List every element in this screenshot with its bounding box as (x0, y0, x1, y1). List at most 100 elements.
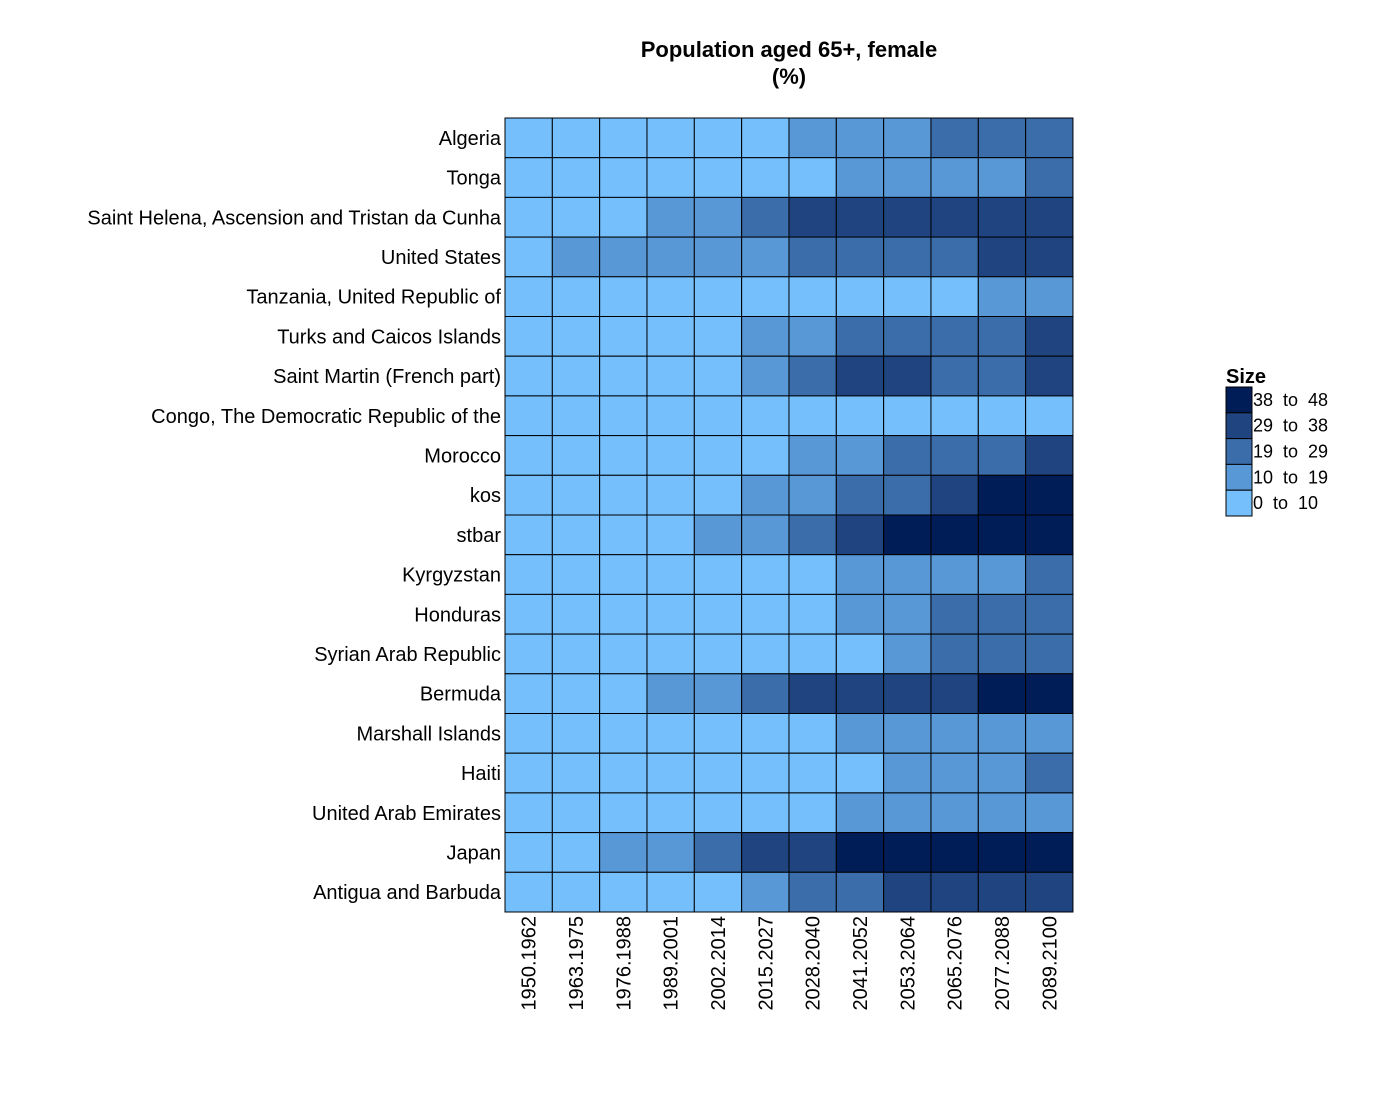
heatmap-cell (504, 355, 553, 397)
heatmap-cell (1025, 474, 1074, 516)
heatmap-cell (551, 435, 601, 476)
heatmap-cell (551, 157, 601, 198)
heatmap-cell (504, 236, 553, 278)
heatmap-cell (930, 792, 979, 834)
row-label: United States (381, 247, 501, 269)
heatmap-cell (504, 514, 553, 556)
heatmap-cell (977, 236, 1027, 278)
column-label: 2053.2064 (897, 916, 919, 1011)
column-label: 2077.2088 (992, 916, 1014, 1011)
heatmap-cell (930, 236, 979, 278)
heatmap-cell (551, 196, 601, 238)
heatmap-cell (599, 355, 648, 397)
row-label: Haiti (461, 763, 501, 785)
heatmap-cell (788, 752, 837, 794)
heatmap-cell (504, 157, 553, 198)
heatmap-cell (646, 196, 695, 238)
chart-title-main: Population aged 65+, female (640, 37, 938, 62)
heatmap-cell (835, 355, 885, 397)
heatmap-cell (788, 435, 837, 476)
legend-label: 29 to 38 (1253, 416, 1328, 436)
heatmap-cell (551, 792, 601, 834)
row-label: Saint Martin (French part) (273, 366, 501, 388)
heatmap-cell (693, 713, 743, 754)
heatmap-cell (977, 752, 1027, 794)
heatmap-cell (504, 196, 553, 238)
heatmap-cell (599, 752, 648, 794)
heatmap-cell (741, 713, 790, 754)
heatmap-cell (883, 593, 932, 635)
heatmap-cell (1025, 117, 1074, 159)
heatmap-cell (835, 514, 885, 556)
heatmap-cell (599, 157, 648, 198)
heatmap-cell (883, 713, 932, 754)
heatmap-cell (883, 196, 932, 238)
legend-swatch (1225, 386, 1253, 414)
heatmap-cell (693, 276, 743, 317)
heatmap-cell (788, 355, 837, 397)
column-label: 2065.2076 (945, 916, 967, 1011)
heatmap-cell (835, 196, 885, 238)
heatmap-cell (977, 395, 1027, 437)
heatmap-cell (741, 871, 790, 913)
heatmap-cell (504, 713, 553, 754)
row-label: Kyrgyzstan (402, 565, 501, 587)
heatmap-cell (977, 435, 1027, 476)
heatmap-cell (646, 554, 695, 595)
heatmap-cell (788, 792, 837, 834)
heatmap-cell (693, 395, 743, 437)
heatmap-cell (930, 316, 979, 357)
heatmap-cell (788, 196, 837, 238)
heatmap-cell (551, 395, 601, 437)
heatmap-cell (741, 117, 790, 159)
heatmap-cell (551, 713, 601, 754)
heatmap-cell (504, 316, 553, 357)
heatmap-cell (646, 474, 695, 516)
heatmap-cell (599, 117, 648, 159)
heatmap-cell (835, 792, 885, 834)
heatmap-cell (693, 633, 743, 675)
heatmap-cells (504, 117, 1074, 913)
heatmap-cell (1025, 316, 1074, 357)
heatmap-cell (977, 355, 1027, 397)
column-label: 2089.2100 (1039, 916, 1061, 1011)
heatmap-cell (504, 832, 553, 873)
heatmap-cell (599, 276, 648, 317)
heatmap-cell (693, 871, 743, 913)
heatmap-cell (788, 554, 837, 595)
heatmap-cell (977, 514, 1027, 556)
heatmap-cell (551, 633, 601, 675)
heatmap-cell (599, 236, 648, 278)
heatmap-cell (693, 554, 743, 595)
heatmap-cell (883, 157, 932, 198)
heatmap-cell (551, 117, 601, 159)
heatmap-cell (504, 633, 553, 675)
heatmap-cell (1025, 157, 1074, 198)
heatmap-cell (551, 355, 601, 397)
heatmap-cell (835, 276, 885, 317)
heatmap-cell (835, 832, 885, 873)
heatmap-cell (835, 554, 885, 595)
heatmap-cell (977, 554, 1027, 595)
heatmap-cell (930, 196, 979, 238)
heatmap-cell (741, 395, 790, 437)
heatmap-cell (977, 673, 1027, 714)
heatmap-cell (646, 117, 695, 159)
heatmap-cell (883, 435, 932, 476)
row-labels: Algeria Tonga Saint Helena, Ascension and … (87, 128, 501, 904)
heatmap-cell (551, 752, 601, 794)
heatmap-cell (977, 792, 1027, 834)
heatmap-cell (599, 832, 648, 873)
legend-label: 19 to 29 (1253, 442, 1328, 462)
heatmap-cell (883, 554, 932, 595)
column-label: 2028.2040 (803, 916, 825, 1011)
heatmap-cell (788, 871, 837, 913)
heatmap-cell (1025, 713, 1074, 754)
heatmap-cell (693, 435, 743, 476)
heatmap-cell (930, 832, 979, 873)
heatmap-cell (788, 157, 837, 198)
heatmap-cell (788, 276, 837, 317)
heatmap-cell (930, 554, 979, 595)
heatmap-cell (883, 752, 932, 794)
